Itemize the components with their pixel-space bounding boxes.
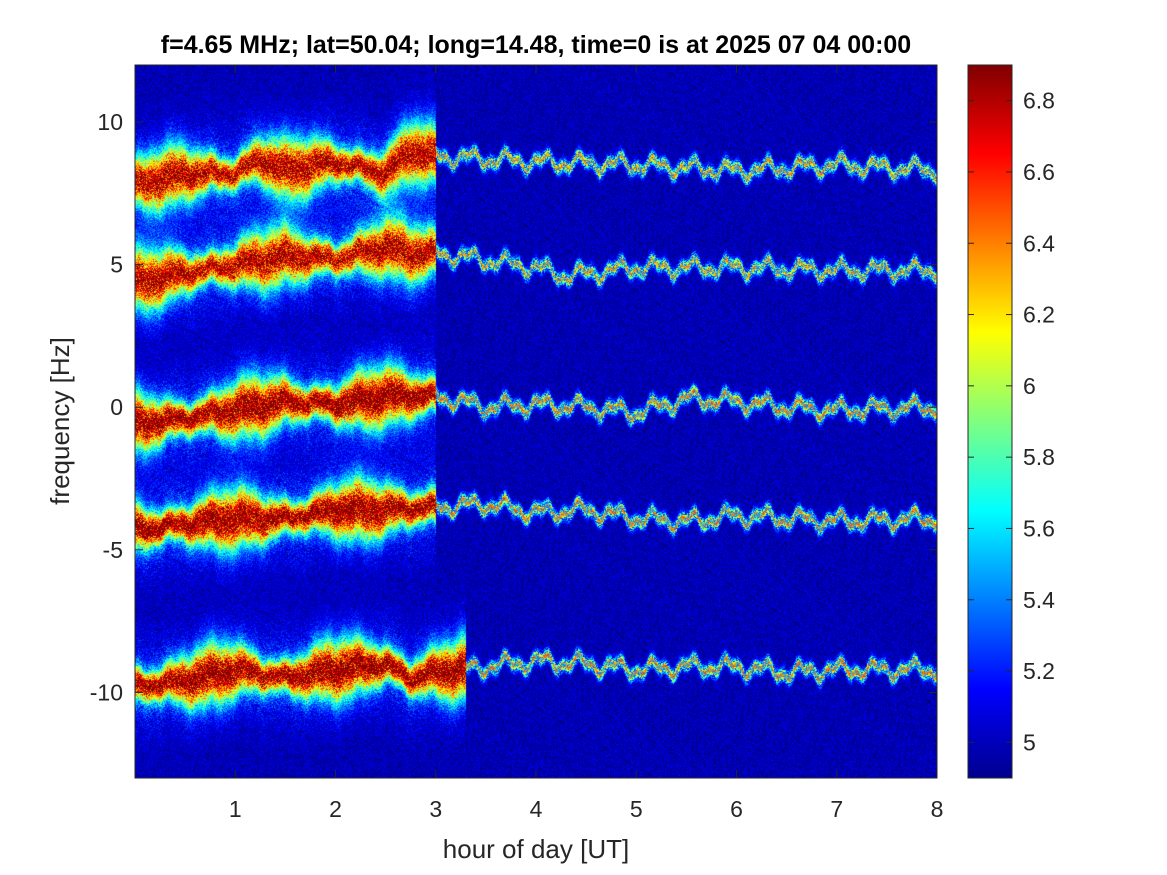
x-tick-label: 4 — [530, 796, 543, 822]
colorbar-tick-label: 5.8 — [1023, 444, 1055, 470]
y-tick-label: -5 — [103, 537, 123, 563]
colorbar-tick-label: 6.8 — [1023, 88, 1055, 114]
x-tick-label: 5 — [630, 796, 643, 822]
colorbar-tick-label: 6.6 — [1023, 159, 1055, 185]
colorbar-tick-label: 5.2 — [1023, 658, 1055, 684]
x-tick-label: 8 — [931, 796, 944, 822]
chart-title: f=4.65 MHz; lat=50.04; long=14.48, time=… — [161, 31, 911, 59]
colorbar-tick-label: 5 — [1023, 729, 1036, 755]
x-tick-label: 2 — [329, 796, 342, 822]
colorbar-tick-label: 6.2 — [1023, 302, 1055, 328]
plot-area — [134, 64, 938, 779]
y-axis-label: frequency [Hz] — [45, 337, 75, 505]
x-tick-label: 1 — [229, 796, 242, 822]
x-tick-label: 6 — [730, 796, 743, 822]
colorbar-tick-label: 5.4 — [1023, 587, 1055, 613]
colorbar-tick-label: 6.4 — [1023, 230, 1055, 256]
x-axis-ticks: 1 2 3 4 5 6 7 8 — [229, 65, 944, 822]
colorbar-tick-label: 5.6 — [1023, 515, 1055, 541]
colorbar-tick-label: 6 — [1023, 373, 1036, 399]
x-tick-label: 7 — [830, 796, 843, 822]
y-tick-label: 10 — [97, 109, 123, 135]
y-axis-ticks: 10 5 0 -5 -10 — [90, 109, 937, 705]
y-tick-label: 5 — [110, 252, 123, 278]
x-tick-label: 3 — [429, 796, 442, 822]
y-tick-label: 0 — [110, 394, 123, 420]
y-tick-label: -10 — [90, 679, 123, 705]
colorbar-ticks: 6.8 6.6 6.4 6.2 6 5.8 5.6 5.4 5.2 5 — [968, 88, 1055, 755]
colorbar: 6.8 6.6 6.4 6.2 6 5.8 5.6 5.4 5.2 5 — [967, 64, 1055, 779]
colorbar-strip — [967, 64, 1013, 779]
x-axis-label: hour of day [UT] — [443, 834, 629, 864]
